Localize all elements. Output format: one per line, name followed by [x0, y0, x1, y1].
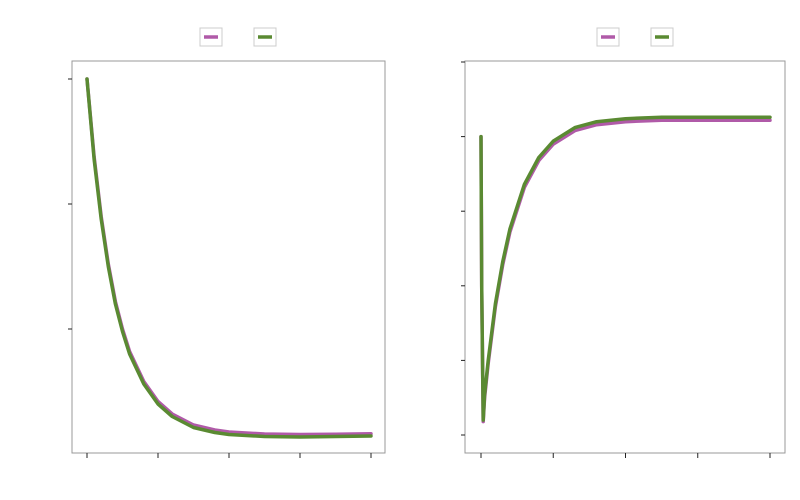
chart-panel-2	[461, 27, 786, 458]
series-line-1	[85, 77, 373, 437]
series-line-2	[479, 115, 772, 422]
legend	[199, 27, 277, 47]
chart-panel-1	[68, 27, 386, 458]
series-line-2	[85, 77, 373, 439]
series-line-1	[479, 118, 772, 424]
legend	[596, 27, 674, 47]
plot-frame	[71, 60, 386, 454]
